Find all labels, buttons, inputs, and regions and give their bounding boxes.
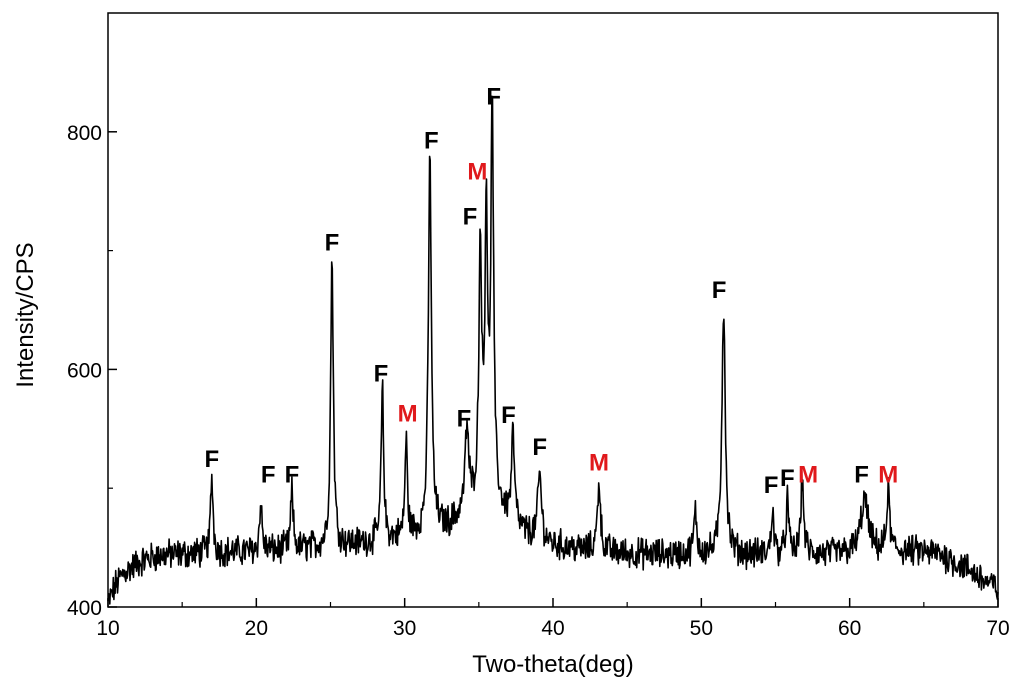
x-axis-ticks: 10 20 30 40 50 60 70 (96, 598, 1010, 640)
xrd-pattern-line (107, 95, 999, 605)
x-tick-label: 30 (393, 617, 416, 640)
y-axis-title: Intensity/CPS (12, 242, 39, 387)
peak-label-m: M (878, 461, 898, 488)
peak-label-f: F (764, 472, 779, 499)
y-axis-ticks: 400 600 800 (67, 122, 117, 620)
peak-label-f: F (712, 277, 727, 304)
peak-label-f: F (204, 446, 219, 473)
plot-frame (107, 12, 999, 608)
x-tick-label: 70 (986, 617, 1009, 640)
x-tick-label: 50 (690, 617, 713, 640)
peak-label-m: M (398, 401, 418, 428)
peak-label-f: F (457, 405, 472, 432)
y-tick-label: 800 (67, 122, 102, 145)
x-tick-label: 40 (541, 617, 564, 640)
peak-label-f: F (325, 230, 340, 257)
peak-label-f: F (854, 461, 869, 488)
peak-label-f: F (285, 461, 300, 488)
x-tick-label: 60 (838, 617, 861, 640)
x-axis-title: Two-theta(deg) (472, 651, 633, 678)
peak-label-m: M (798, 461, 818, 488)
x-tick-label: 20 (245, 617, 268, 640)
y-tick-label: 400 (67, 597, 102, 620)
y-tick-label: 600 (67, 359, 102, 382)
peak-label-f: F (374, 360, 389, 387)
peak-label-f: F (486, 83, 501, 110)
peak-label-f: F (424, 127, 439, 154)
peak-label-f: F (532, 434, 547, 461)
peak-label-f: F (261, 461, 276, 488)
peak-label-m: M (467, 158, 487, 185)
peak-label-f: F (780, 465, 795, 492)
peak-label-f: F (463, 203, 478, 230)
peak-label-f: F (501, 402, 516, 429)
peak-label-m: M (589, 449, 609, 476)
x-tick-label: 10 (96, 617, 119, 640)
